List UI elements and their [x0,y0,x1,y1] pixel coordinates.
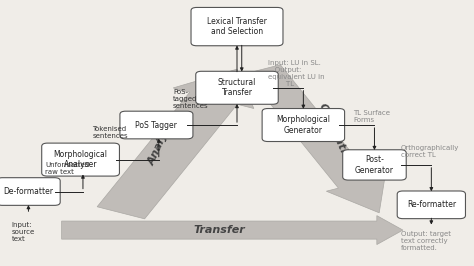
Text: Generation: Generation [316,102,355,169]
Text: Post-
Generator: Post- Generator [355,155,394,174]
FancyBboxPatch shape [196,71,278,104]
Text: Input: LU in SL.
   Output:
equivalent LU in
        TL: Input: LU in SL. Output: equivalent LU i… [268,60,324,87]
FancyBboxPatch shape [42,143,119,176]
Text: Output: target
text correctly
formatted.: Output: target text correctly formatted. [401,231,450,251]
FancyBboxPatch shape [120,111,193,139]
FancyBboxPatch shape [397,191,465,219]
Text: Structural
Transfer: Structural Transfer [218,78,256,97]
Text: TL Surface
Forms: TL Surface Forms [353,110,390,123]
Text: Tokenised
sentences: Tokenised sentences [92,126,128,139]
FancyBboxPatch shape [0,178,60,205]
Text: Re-formatter: Re-formatter [407,200,456,209]
Text: Analysis: Analysis [147,115,178,167]
Text: Morphological
Generator: Morphological Generator [276,115,330,135]
Polygon shape [97,69,254,219]
FancyBboxPatch shape [262,109,345,142]
Text: PoS-
tagged
sentences: PoS- tagged sentences [173,89,209,109]
FancyBboxPatch shape [343,150,406,180]
Text: Input:
source
text: Input: source text [12,222,35,242]
Text: PoS Tagger: PoS Tagger [136,120,177,130]
Text: Orthographically
correct TL: Orthographically correct TL [401,145,459,158]
Polygon shape [246,65,385,213]
FancyArrow shape [62,216,403,244]
Text: Lexical Transfer
and Selection: Lexical Transfer and Selection [207,17,267,36]
Text: Transfer: Transfer [193,225,245,235]
Text: Unformatted
raw text: Unformatted raw text [45,162,89,175]
FancyBboxPatch shape [191,7,283,46]
Text: Morphological
Analyser: Morphological Analyser [54,150,108,169]
Text: De-formatter: De-formatter [3,187,54,196]
